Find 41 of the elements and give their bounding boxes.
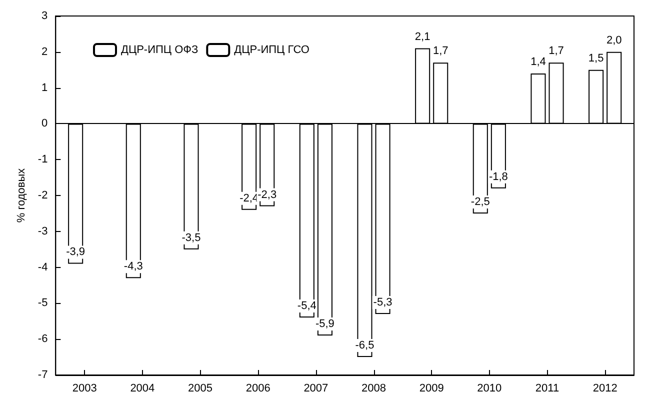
x-tick-label: 2012 <box>592 382 618 394</box>
x-tick-label: 2010 <box>477 382 502 394</box>
y-axis-title: % годовых <box>16 168 28 223</box>
data-label: 1,5 <box>588 52 604 64</box>
x-tick-label: 2011 <box>535 382 560 394</box>
data-label: -3,5 <box>182 232 201 244</box>
y-tick-label: 2 <box>42 46 48 58</box>
legend-label: ДЦР-ИПЦ ГСО <box>234 44 310 56</box>
x-tick-label: 2006 <box>246 382 270 394</box>
x-tick-label: 2004 <box>130 382 155 394</box>
y-tick-label: 0 <box>42 118 48 130</box>
data-label: -6,5 <box>355 340 374 352</box>
y-tick-label: -3 <box>38 225 48 238</box>
data-label: 2,0 <box>606 34 622 46</box>
data-label: 2,1 <box>414 30 430 43</box>
x-tick-label: 2008 <box>362 382 386 394</box>
data-label: -5,3 <box>373 296 392 308</box>
y-tick-label: -1 <box>38 154 48 166</box>
y-tick-label: -7 <box>38 369 48 381</box>
data-label: 1,4 <box>530 56 546 68</box>
x-tick-label: 2003 <box>72 382 97 394</box>
data-label: -5,9 <box>315 318 334 330</box>
x-tick-label: 2009 <box>419 382 444 394</box>
data-label: -2,5 <box>470 196 490 208</box>
y-tick-label: -6 <box>38 333 48 346</box>
y-tick-label: -2 <box>38 190 48 202</box>
data-label: -2,3 <box>258 188 277 201</box>
data-label: -3,9 <box>66 246 86 258</box>
data-label: -5,4 <box>297 300 316 312</box>
x-tick-label: 2007 <box>304 382 328 394</box>
y-tick-label: -5 <box>38 297 48 310</box>
legend-label: ДЦР-ИПЦ ОФЗ <box>121 44 199 56</box>
data-label: -4,3 <box>124 260 143 273</box>
x-tick-label: 2005 <box>188 382 213 394</box>
data-label: -2,4 <box>240 192 259 204</box>
y-tick-label: -4 <box>38 261 48 274</box>
y-tick-label: 3 <box>42 10 48 22</box>
y-tick-label: 1 <box>42 82 48 94</box>
data-label: 1,7 <box>432 45 448 58</box>
data-label: -1,8 <box>488 170 508 183</box>
data-label: 1,7 <box>548 45 564 58</box>
